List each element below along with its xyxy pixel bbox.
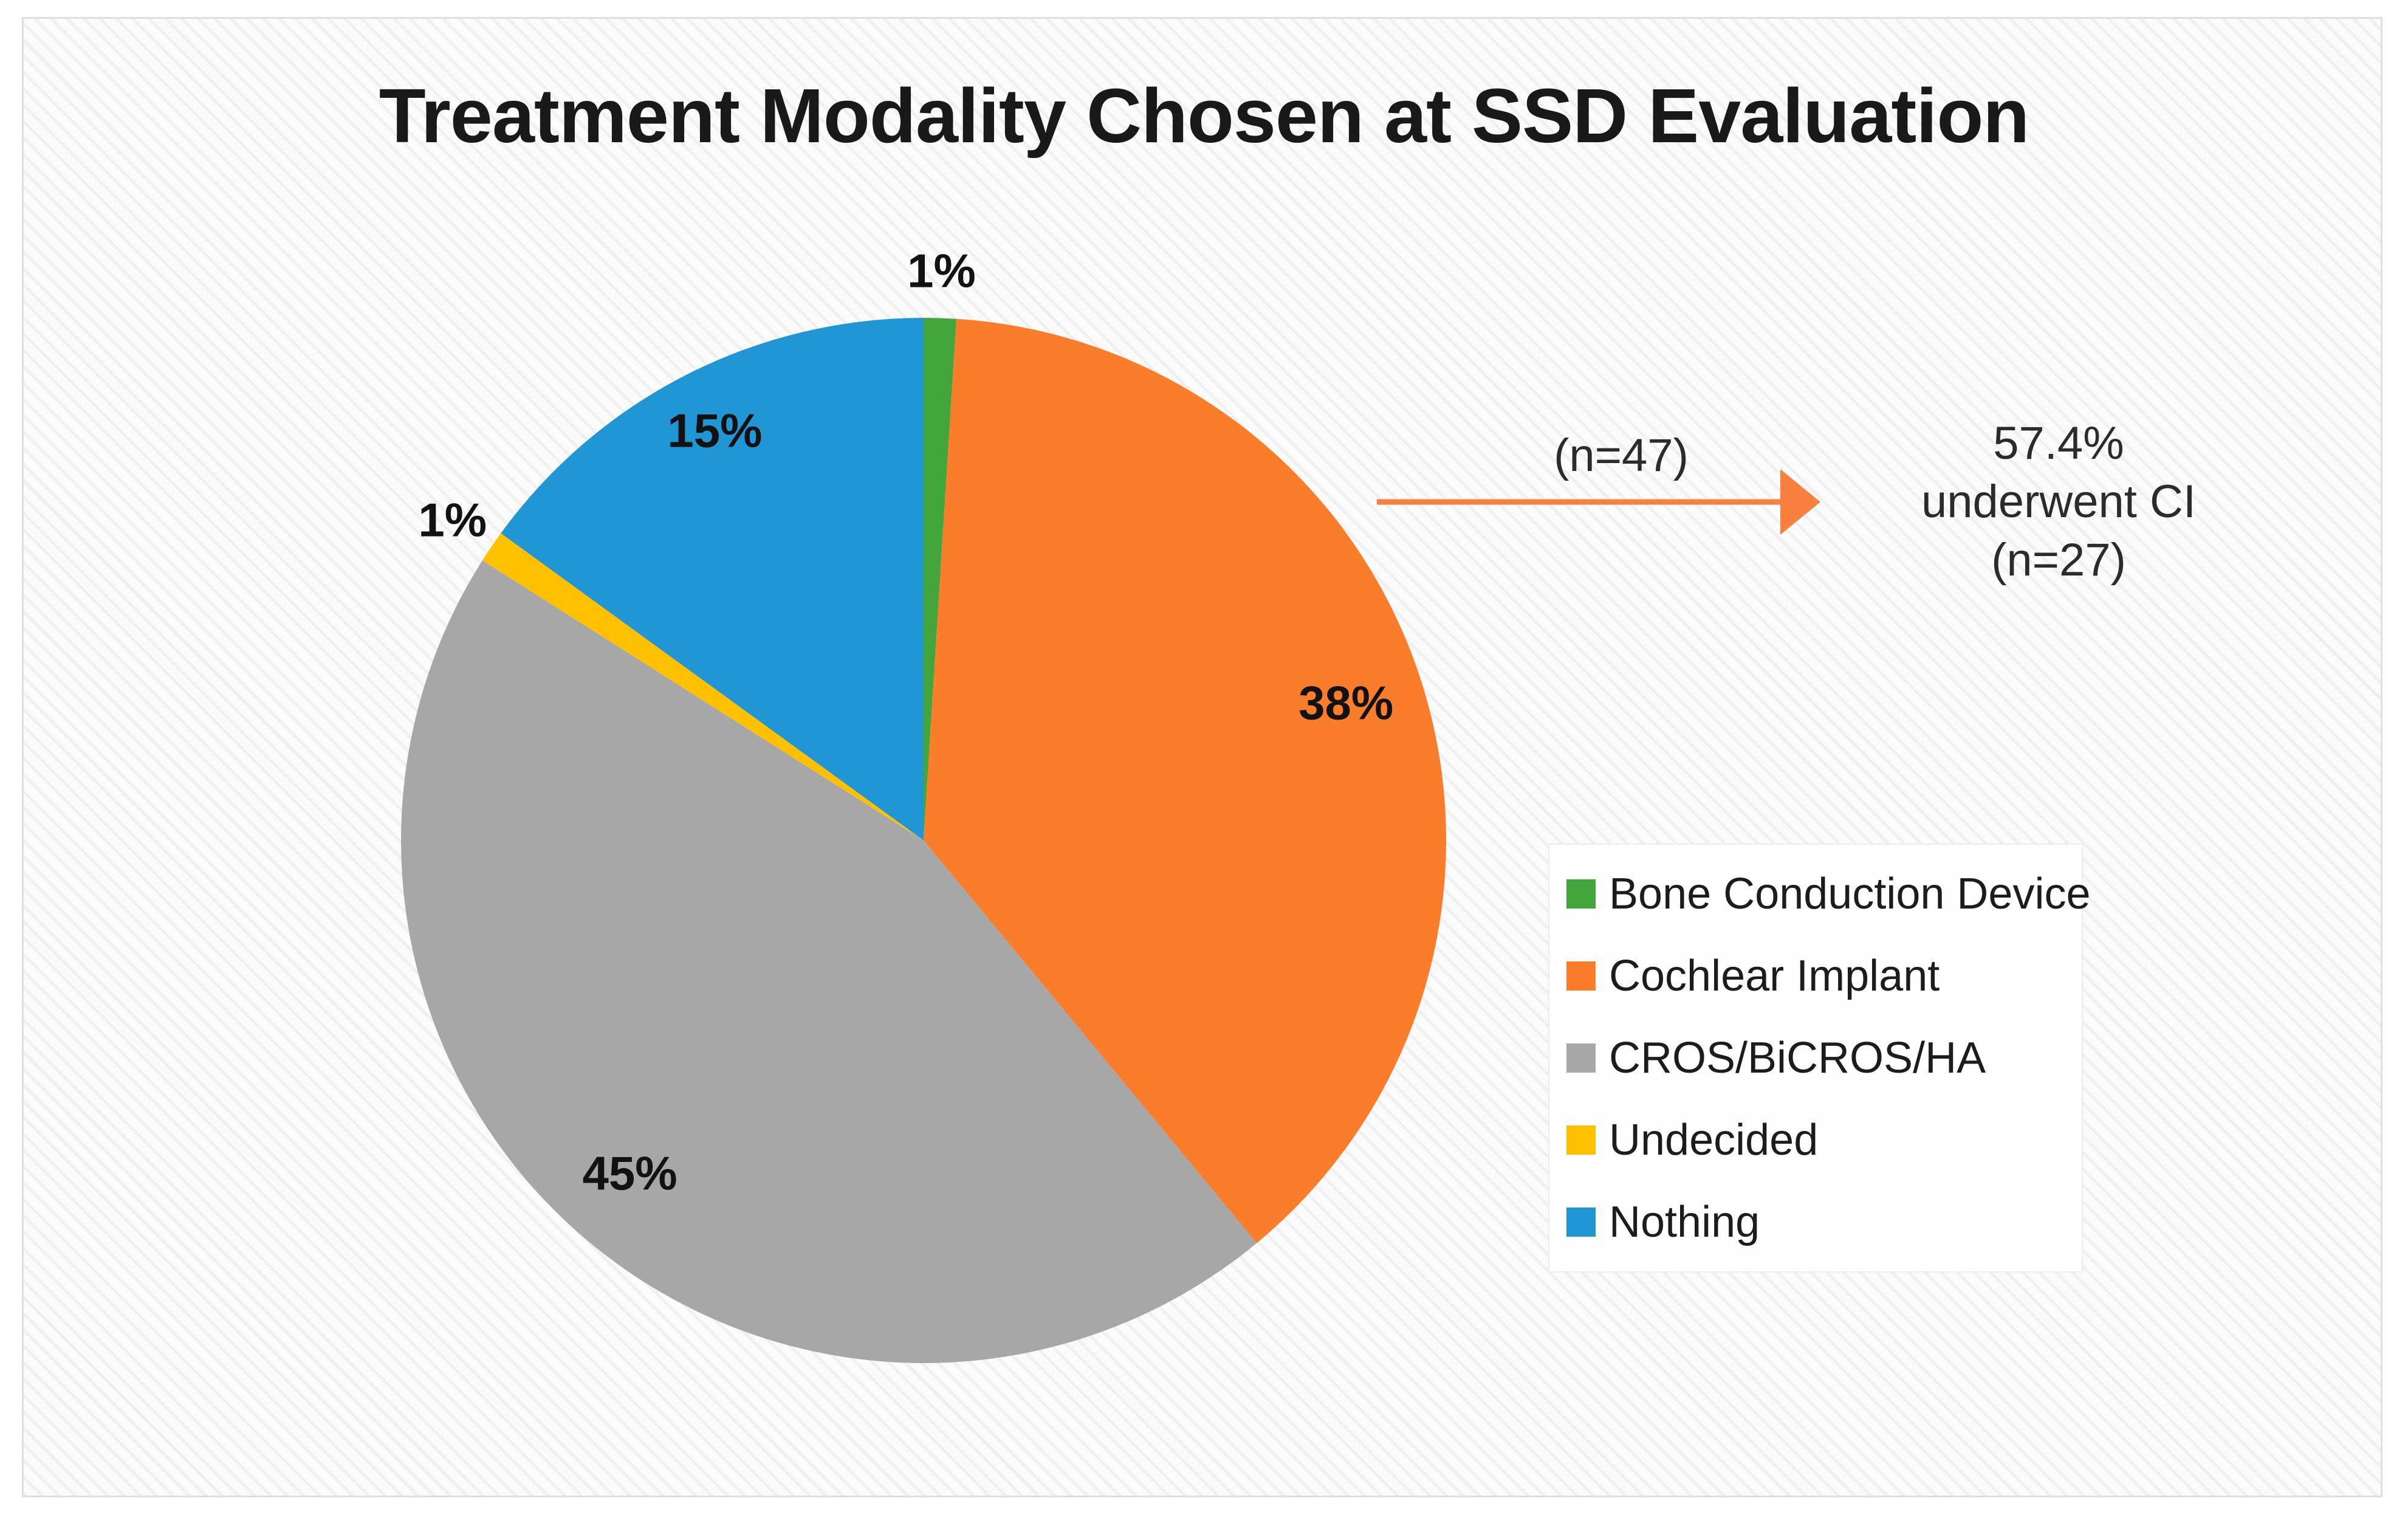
annotation-arrow xyxy=(1377,469,1820,535)
legend-swatch-icon xyxy=(1566,1208,1596,1237)
annotation-result-block: 57.4% underwent CI (n=27) xyxy=(1921,414,2196,589)
annotation-result-line: (n=27) xyxy=(1991,534,2126,586)
legend-swatch-icon xyxy=(1566,1125,1596,1155)
annotation-result-line: 57.4% xyxy=(1993,417,2124,469)
pie-label-undecided: 1% xyxy=(418,493,487,547)
legend-swatch-icon xyxy=(1566,1043,1596,1073)
pie-label-cochlear-implant: 38% xyxy=(1298,676,1394,730)
chart-title: Treatment Modality Chosen at SSD Evaluat… xyxy=(379,73,2030,159)
annotation-source-count: (n=47) xyxy=(1554,430,1689,481)
legend-swatch-icon xyxy=(1566,961,1596,991)
pie-slice-nothing xyxy=(501,318,924,840)
legend-label: CROS/BiCROS/HA xyxy=(1609,1034,1986,1082)
legend-item-nothing: Nothing xyxy=(1566,1197,2070,1247)
legend-item-cros-bicros-ha: CROS/BiCROS/HA xyxy=(1566,1033,2070,1083)
legend-item-cochlear-implant: Cochlear Implant xyxy=(1566,951,2070,1001)
legend-label: Undecided xyxy=(1609,1116,1819,1164)
pie-slices xyxy=(400,318,1446,1363)
pie-label-cros-bicros-ha: 45% xyxy=(582,1146,677,1200)
legend-label: Nothing xyxy=(1609,1198,1760,1246)
legend-item-undecided: Undecided xyxy=(1566,1115,2070,1165)
pie-slice-undecided xyxy=(482,533,924,840)
legend-swatch-icon xyxy=(1566,879,1596,909)
pie-label-nothing: 15% xyxy=(667,404,763,458)
legend-label: Cochlear Implant xyxy=(1609,952,1940,1000)
pie-label-bone-conduction-device: 1% xyxy=(907,244,976,298)
legend-label: Bone Conduction Device xyxy=(1609,870,2091,918)
arrow-head-icon xyxy=(1780,469,1820,535)
pie-slice-bone-conduction-device xyxy=(924,318,956,840)
pie-slice-cochlear-implant xyxy=(924,318,1446,1243)
legend: Bone Conduction Device Cochlear Implant CR… xyxy=(1548,844,2091,1273)
pie-slice-cros-bicros-ha xyxy=(400,560,1257,1363)
legend-item-bone-conduction-device: Bone Conduction Device xyxy=(1566,869,2091,919)
annotation-result-line: underwent CI xyxy=(1921,476,2197,527)
